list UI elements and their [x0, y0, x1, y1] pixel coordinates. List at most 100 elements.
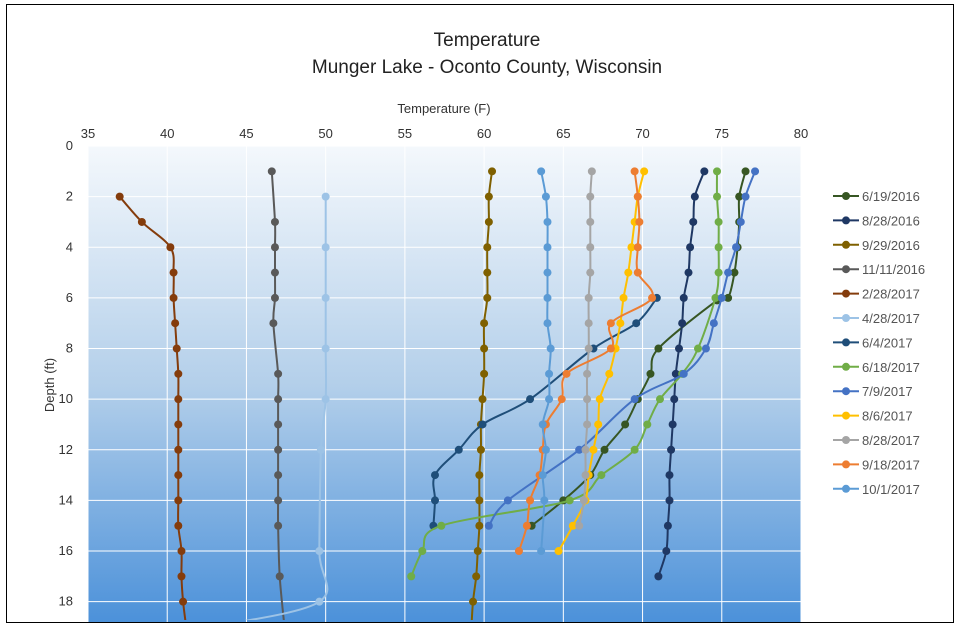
data-point [274, 420, 283, 429]
data-point [724, 268, 733, 277]
x-tick-label: 65 [556, 126, 570, 141]
data-point [430, 496, 439, 505]
x-tick-label: 55 [398, 126, 412, 141]
data-point [665, 496, 674, 505]
data-point [115, 192, 124, 201]
legend-marker [842, 362, 850, 371]
legend-label: 2/28/2017 [862, 287, 920, 302]
legend-label: 8/28/2017 [862, 433, 920, 448]
data-point [714, 243, 723, 252]
data-point [514, 547, 523, 556]
data-point [575, 445, 584, 454]
y-tick-label: 0 [66, 138, 73, 153]
data-point [274, 496, 283, 505]
y-tick-label: 6 [66, 290, 73, 305]
temperature-chart: Temperature Munger Lake - Oconto County,… [42, 30, 925, 622]
data-point [483, 268, 492, 277]
data-point [321, 344, 330, 353]
data-point [316, 445, 325, 454]
data-point [274, 521, 283, 530]
legend-marker [842, 240, 850, 249]
data-point [586, 192, 595, 201]
x-tick-label: 75 [715, 126, 729, 141]
data-point [522, 521, 531, 530]
data-point [472, 572, 481, 581]
data-point [475, 471, 484, 480]
data-point [575, 521, 584, 530]
x-tick-label: 80 [794, 126, 808, 141]
data-point [480, 369, 489, 378]
data-point [568, 521, 577, 530]
data-point [174, 496, 183, 505]
data-point [714, 217, 723, 226]
data-point [476, 445, 485, 454]
legend-marker [842, 265, 850, 274]
y-tick-label: 10 [59, 391, 73, 406]
data-point [586, 243, 595, 252]
legend-label: 9/29/2016 [862, 238, 920, 253]
data-point [713, 167, 722, 176]
data-point [174, 445, 183, 454]
data-point [662, 547, 671, 556]
x-tick-label: 40 [160, 126, 174, 141]
data-point [526, 395, 535, 404]
series-9-29-2016 [469, 167, 497, 620]
data-point [671, 369, 680, 378]
data-point [668, 420, 677, 429]
series-7-9-2017 [484, 167, 760, 530]
series-line [557, 171, 646, 552]
data-point [694, 344, 703, 353]
legend-entry: 6/18/2017 [833, 360, 920, 375]
data-point [275, 572, 284, 581]
data-point [635, 217, 644, 226]
legend-marker [842, 314, 850, 322]
x-tick-label: 45 [239, 126, 253, 141]
series-8-28-2016 [654, 167, 709, 581]
legend-marker [842, 216, 850, 225]
legend-label: 6/4/2017 [862, 335, 913, 350]
legend-marker [842, 338, 850, 347]
legend-entry: 10/1/2017 [833, 482, 920, 497]
y-tick-label: 2 [66, 189, 73, 204]
data-point [540, 496, 549, 505]
series-8-28-2017 [575, 167, 596, 530]
data-point [579, 496, 588, 505]
x-tick-label: 35 [81, 126, 95, 141]
data-point [679, 293, 688, 302]
data-point [270, 243, 279, 252]
data-point [407, 572, 416, 581]
data-point [713, 192, 722, 201]
legend-label: 11/11/2016 [862, 262, 925, 277]
legend-marker [842, 411, 850, 420]
data-point [679, 369, 688, 378]
data-point [633, 268, 642, 277]
data-point [633, 243, 642, 252]
data-point [586, 217, 595, 226]
data-point [274, 471, 283, 480]
data-point [587, 167, 596, 176]
data-point [730, 268, 739, 277]
legend-entry: 6/19/2016 [833, 189, 920, 204]
legend-entry: 8/28/2016 [833, 213, 920, 228]
data-point [488, 167, 497, 176]
data-point [594, 420, 603, 429]
data-point [732, 243, 741, 252]
data-point [543, 293, 552, 302]
data-point [484, 217, 493, 226]
data-point [619, 293, 628, 302]
data-point [541, 445, 550, 454]
legend-marker [842, 460, 850, 469]
data-point [583, 369, 592, 378]
data-point [684, 268, 693, 277]
data-point [589, 445, 598, 454]
x-tick-label: 70 [635, 126, 649, 141]
data-point [735, 192, 744, 201]
legend-entry: 7/9/2017 [833, 384, 913, 399]
legend-entry: 4/28/2017 [833, 311, 920, 326]
data-point [137, 217, 146, 226]
legend-label: 9/18/2017 [862, 457, 920, 472]
data-point [484, 192, 493, 201]
data-point [543, 217, 552, 226]
legend-label: 6/18/2017 [862, 360, 920, 375]
data-point [600, 445, 609, 454]
